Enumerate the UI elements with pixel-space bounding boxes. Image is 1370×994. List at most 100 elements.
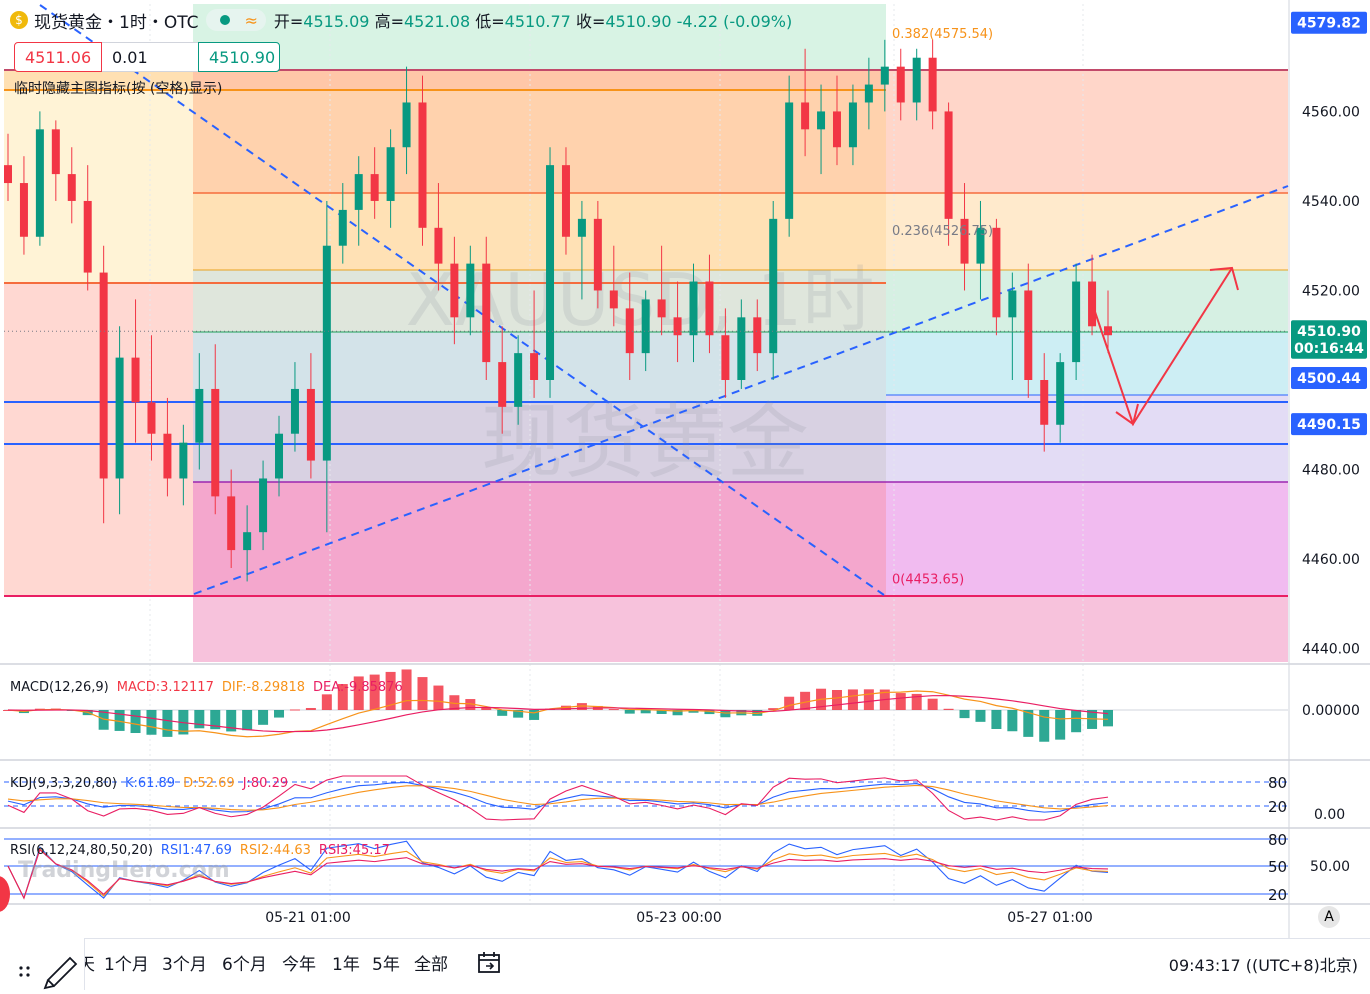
low-value: 4510.77 (504, 12, 571, 31)
quantity-input[interactable]: 0.01 (102, 42, 198, 72)
candle-body-47 (753, 317, 762, 354)
price-tag-bg-3 (1291, 367, 1367, 390)
auto-scale-button[interactable]: A (1318, 906, 1340, 928)
macd-bar-22 (353, 676, 364, 710)
macd-bar-7 (114, 710, 125, 731)
drawing-tool-corner[interactable] (0, 938, 85, 990)
candle-body-53 (848, 102, 857, 148)
macd-legend[interactable]: MACD(12,26,9) MACD:3.12117 DIF:-8.29818 DEA… (10, 680, 403, 695)
timeframe-3[interactable]: 6个月 (222, 955, 267, 975)
candle-body-58 (928, 57, 937, 112)
macd-bar-60 (959, 710, 970, 719)
kdj-j-line (7, 775, 1109, 821)
fib-zone-5 (193, 90, 886, 193)
candle-body-50 (801, 102, 810, 130)
fib-zone-12 (886, 70, 1288, 193)
sell-button[interactable]: 4511.06 (14, 42, 102, 72)
candle-body-14 (227, 496, 236, 551)
macd-bar-47 (752, 710, 763, 716)
timeframe-7[interactable]: 全部 (414, 955, 448, 975)
rsi-3-line (7, 848, 1109, 900)
macd-bar-64 (1023, 710, 1034, 737)
macd-bar-66 (1055, 710, 1066, 740)
macd-bar-38 (608, 709, 619, 711)
forecast-arrow-head (1209, 266, 1239, 291)
rsi-legend[interactable]: RSI(6,12,24,80,50,20) RSI1:47.69 RSI2:44.6… (10, 843, 390, 858)
candle-body-7 (115, 357, 124, 479)
timeframe-5[interactable]: 1年 (332, 955, 360, 975)
candle-body-62 (992, 227, 1001, 318)
trendline-down (39, 4, 885, 596)
macd-bar-24 (385, 671, 396, 710)
timeframe-1[interactable]: 1个月 (104, 955, 149, 975)
candle-body-16 (259, 478, 268, 533)
macd-bar-12 (194, 710, 205, 729)
clock-readout[interactable]: 09:43:17 ((UTC+8)北京) (1168, 956, 1358, 975)
macd-bar-54 (863, 689, 874, 710)
candle-body-17 (275, 433, 284, 479)
candle-body-32 (514, 353, 523, 407)
fib-zone-2 (4, 283, 193, 596)
fib-label-1: 0.236(4526.75) (892, 224, 993, 239)
candle-body-1 (19, 183, 28, 237)
macd-bar-36 (576, 703, 587, 710)
fib-label-2: 0(4453.65) (892, 572, 964, 587)
change-value: -4.22 (-0.09%) (676, 12, 793, 31)
market-open-dot-icon (220, 15, 231, 25)
macd-bar-25 (401, 669, 412, 710)
timeframe-6[interactable]: 5年 (372, 955, 400, 975)
candle-body-55 (880, 66, 889, 85)
kdj-legend[interactable]: KDJ(9,3,3,20,80) K:61.89 D:52.69 J:80.29 (10, 776, 289, 791)
buy-button[interactable]: 4510.90 (198, 42, 280, 72)
candle-body-26 (418, 102, 427, 228)
macd-bar-56 (895, 693, 906, 710)
macd-bar-10 (162, 710, 173, 737)
y-tick-1: 4460.00 (1302, 552, 1360, 568)
x-tick-2: 05-27 01:00 (1007, 910, 1092, 926)
macd-bar-17 (274, 710, 285, 718)
pen-icon (43, 956, 78, 990)
kdj-level-label-20: 20 (1268, 798, 1287, 816)
candle-body-65 (1040, 380, 1049, 425)
calendar-range-icon[interactable] (476, 950, 502, 981)
macd-bar-27 (433, 685, 444, 710)
indicator-hint[interactable]: 临时隐藏主图指标(按 (空格)显示) (14, 81, 223, 97)
timeframe-2[interactable]: 3个月 (162, 955, 207, 975)
y-tick-5: 4540.00 (1302, 194, 1360, 210)
symbol-title[interactable]: 现货黄金・1时・OTC (34, 12, 199, 33)
macd-bar-49 (784, 696, 795, 710)
candle-body-6 (99, 272, 108, 479)
macd-axis-label: 0.00000 (1302, 703, 1360, 719)
candle-body-54 (864, 84, 873, 103)
macd-bar-59 (943, 708, 954, 710)
price-tag-4: 4490.15 (1297, 417, 1361, 433)
fib-zone-15 (886, 332, 1288, 395)
watermark-name: 现货黄金 (481, 395, 809, 490)
price-tag-1: 4510.90 (1297, 324, 1361, 340)
macd-bar-43 (688, 710, 699, 713)
fib-zone-16 (886, 395, 1288, 482)
open-value: 4515.09 (303, 12, 370, 31)
candle-body-29 (466, 263, 475, 318)
macd-bar-62 (991, 710, 1002, 729)
market-status-pill[interactable]: ≈ (206, 9, 266, 31)
macd-dea-line (7, 694, 1109, 733)
fib-zone-11 (193, 596, 1288, 662)
candle-body-37 (593, 218, 602, 291)
red-marker[interactable] (0, 876, 10, 912)
candle-body-11 (179, 442, 188, 479)
rsi-level-label-80: 80 (1268, 831, 1287, 849)
macd-bar-53 (847, 689, 858, 710)
brand-watermark: TradingHero.com (18, 858, 230, 883)
ohlc-readout: 开=4515.09 高=4521.08 低=4510.77 收=4510.90 … (273, 12, 793, 31)
macd-bar-21 (337, 684, 348, 710)
macd-bar-65 (1039, 710, 1050, 742)
price-tag-bg-4 (1291, 413, 1367, 436)
timeframe-4[interactable]: 今年 (282, 955, 316, 975)
y-tick-0: 4440.00 (1302, 642, 1360, 658)
bottom-toolbar (0, 938, 1370, 991)
macd-bar-16 (258, 710, 269, 725)
candle-body-42 (673, 317, 682, 336)
candle-body-60 (960, 218, 969, 264)
